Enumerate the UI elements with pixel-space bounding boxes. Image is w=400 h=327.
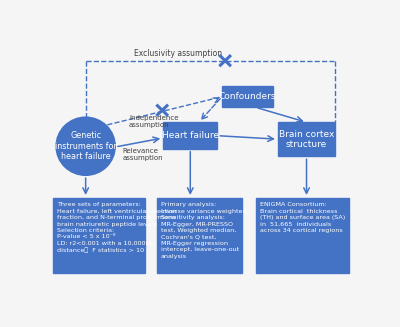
FancyBboxPatch shape (53, 198, 144, 273)
Text: Genetic
instruments for
heart failure: Genetic instruments for heart failure (55, 131, 116, 161)
Text: ENIGMA Consortium:
Brain cortical  thickness
(TH) and surface area (SA)
in  51,6: ENIGMA Consortium: Brain cortical thickn… (260, 202, 345, 233)
Text: Primary analysis:
Inverse variance weighted
Sensitivity analysis:
MR-Egger, MR-P: Primary analysis: Inverse variance weigh… (161, 202, 246, 259)
FancyBboxPatch shape (163, 122, 218, 149)
Ellipse shape (56, 117, 115, 175)
Text: Exclusivity assumption: Exclusivity assumption (134, 49, 222, 58)
FancyBboxPatch shape (256, 198, 349, 273)
Text: Three sets of parameters:
Heart failure, left ventricular ejection
fraction, and: Three sets of parameters: Heart failure,… (57, 202, 177, 253)
Text: Confounders: Confounders (219, 92, 276, 101)
FancyBboxPatch shape (157, 198, 242, 273)
Text: Heart failure: Heart failure (162, 131, 219, 140)
FancyBboxPatch shape (222, 86, 273, 107)
Text: Brain cortex
structure: Brain cortex structure (279, 129, 334, 149)
FancyBboxPatch shape (278, 122, 335, 156)
Text: Independence
assumption: Independence assumption (129, 115, 178, 128)
Text: Relevance
assumption: Relevance assumption (123, 147, 164, 161)
